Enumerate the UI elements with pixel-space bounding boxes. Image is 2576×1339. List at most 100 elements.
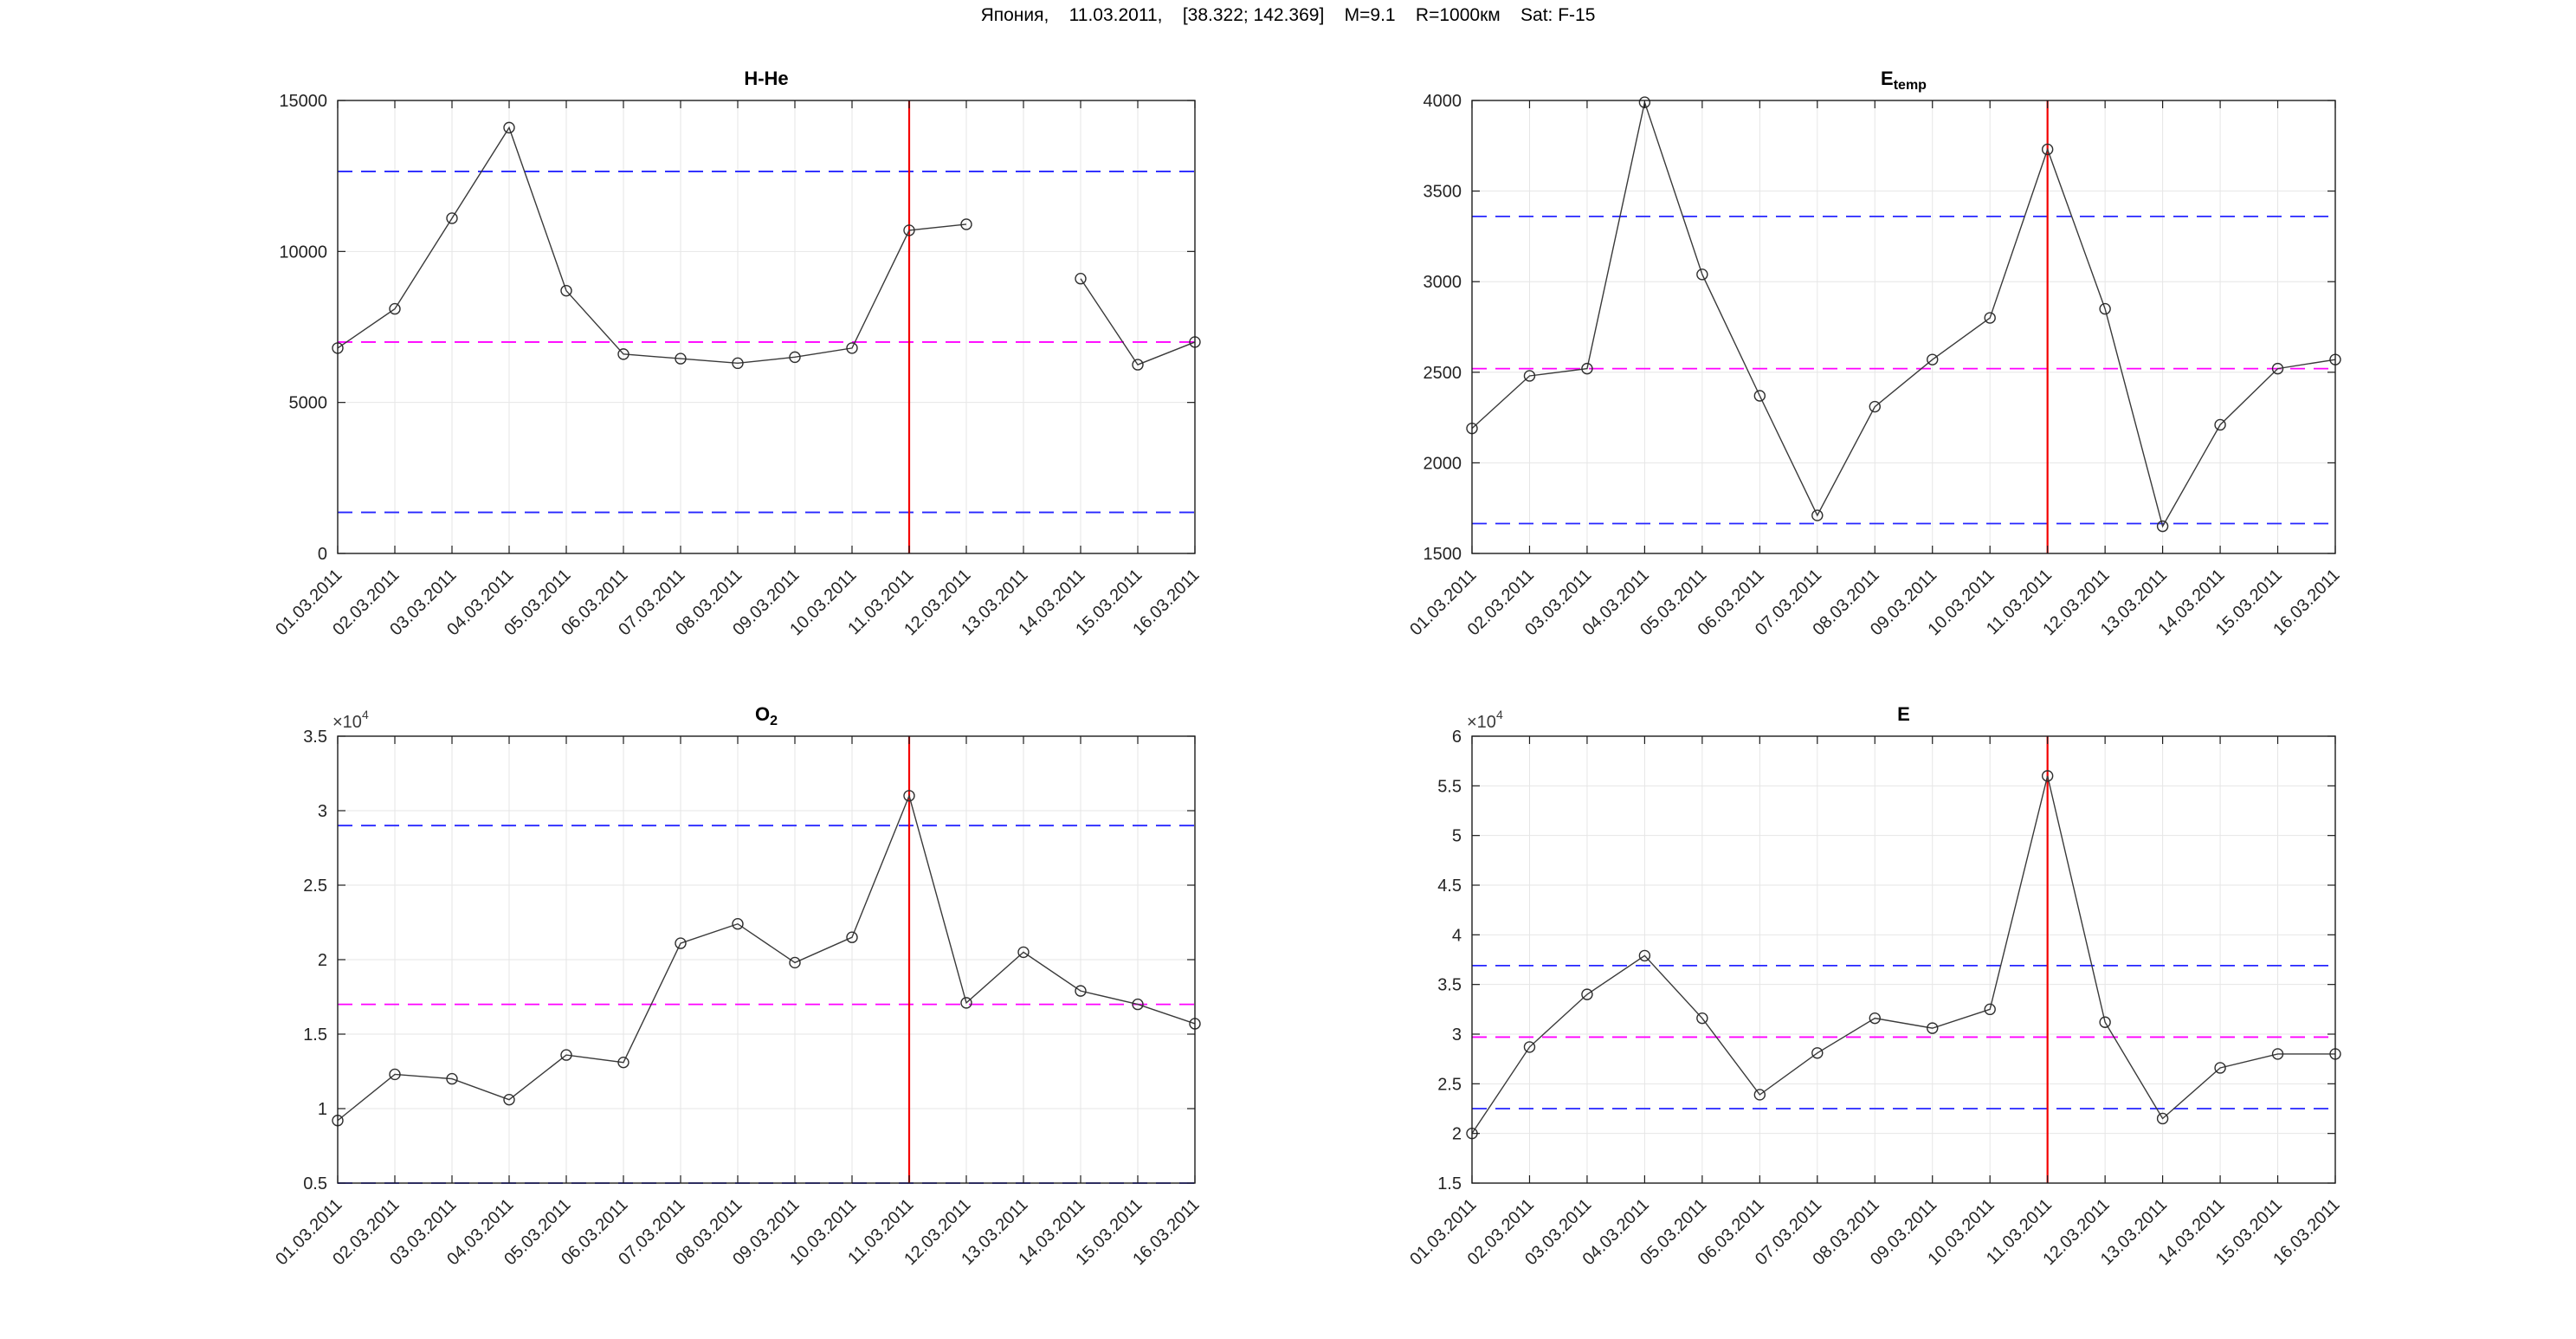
plot-title: O2 xyxy=(755,703,778,728)
y-tick-label: 10000 xyxy=(279,243,327,262)
data-point-marker xyxy=(903,224,915,236)
data-point-marker xyxy=(2271,1048,2284,1060)
y-tick-label: 3500 xyxy=(1424,183,1462,202)
plot-title: H-He xyxy=(744,68,788,89)
y-tick-label: 5.5 xyxy=(1437,777,1462,796)
data-point-marker xyxy=(446,1072,458,1085)
plot-title-sub: temp xyxy=(1894,78,1927,93)
data-point-marker xyxy=(1984,312,1996,324)
data-point-marker xyxy=(789,351,801,364)
y-tick-label: 1500 xyxy=(1424,545,1462,564)
data-line xyxy=(1471,100,2336,528)
y-tick-labels: 0.5 1 1.5 2 2.5 3 3.5 xyxy=(303,728,327,1193)
data-series xyxy=(332,121,1201,371)
axis-ticks xyxy=(1471,100,2336,554)
y-tick-label: 2.5 xyxy=(1437,1075,1462,1094)
data-point-marker xyxy=(1811,1047,1824,1059)
data-point-marker xyxy=(2156,1112,2169,1125)
y-tick-label: 1.5 xyxy=(303,1025,327,1045)
x-tick-labels: 01.03.201102.03.201103.03.201104.03.2011… xyxy=(1406,566,2343,639)
y-tick-label: 2.5 xyxy=(303,876,327,896)
data-point-marker xyxy=(560,284,572,297)
figure-title: Япония, 11.03.2011, [38.322; 142.369] M=… xyxy=(980,5,1596,25)
y-tick-label: 1.5 xyxy=(1437,1174,1462,1193)
data-point-marker xyxy=(2041,143,2054,156)
data-point-marker xyxy=(903,790,915,802)
axes-box xyxy=(1471,735,2336,1184)
y-tick-label: 4 xyxy=(1452,926,1462,945)
y-tick-label: 3 xyxy=(318,802,327,821)
plot-title: Etemp xyxy=(1881,68,1927,93)
data-point-marker xyxy=(1075,273,1087,285)
data-line xyxy=(1080,278,1196,365)
y-tick-label: 0.5 xyxy=(303,1174,327,1193)
data-point-marker xyxy=(1753,390,1766,402)
exponent-prefix: ×10 xyxy=(332,713,362,732)
data-line xyxy=(337,793,1196,1122)
data-point-marker xyxy=(2099,302,2111,315)
data-point-marker xyxy=(846,931,858,943)
data-point-marker xyxy=(846,342,858,354)
data-point-marker xyxy=(389,1068,401,1081)
data-point-marker xyxy=(446,212,458,224)
data-point-marker xyxy=(1869,1012,1881,1025)
plot-h-he: 0 5000 10000 15000 01.03.201102.03.201103.03… xyxy=(272,68,1203,639)
data-point-marker xyxy=(617,1056,629,1069)
data-point-marker xyxy=(1523,1041,1536,1053)
data-point-marker xyxy=(2041,770,2054,782)
plot-title-sub: 2 xyxy=(770,714,778,728)
data-point-marker xyxy=(2271,362,2284,375)
axis-ticks xyxy=(1471,735,2336,1184)
y-tick-label: 2 xyxy=(318,951,327,970)
exponent-power: 4 xyxy=(1496,708,1503,721)
data-point-marker xyxy=(1581,988,1593,1000)
exponent-power: 4 xyxy=(362,708,369,721)
x-tick-labels: 01.03.201102.03.201103.03.201104.03.2011… xyxy=(272,566,1203,639)
data-series xyxy=(1466,96,2341,533)
data-point-marker xyxy=(1811,509,1824,521)
y-tick-label: 3000 xyxy=(1424,273,1462,292)
data-point-marker xyxy=(675,937,687,949)
y-tick-label: 3 xyxy=(1452,1025,1462,1045)
data-point-marker xyxy=(2214,418,2226,431)
data-point-marker xyxy=(1017,946,1030,959)
data-point-marker xyxy=(1696,1012,1708,1025)
plot-title-main: E xyxy=(1881,68,1894,89)
data-point-marker xyxy=(1927,1022,1939,1034)
data-line xyxy=(1471,775,2335,1135)
data-point-marker xyxy=(2156,520,2169,533)
data-point-marker xyxy=(503,1093,515,1106)
y-tick-labels: 0 5000 10000 15000 xyxy=(279,92,327,564)
y-tick-label: 4.5 xyxy=(1437,876,1462,896)
axes-box xyxy=(337,100,1196,554)
plot-e-temp: 1500 2000 2500 3000 3500 4000 01.03.201102.03.… xyxy=(1406,68,2343,639)
data-series xyxy=(1466,770,2341,1140)
y-tick-labels: 1500 2000 2500 3000 3500 4000 xyxy=(1424,92,1462,564)
y-axis-exponent: ×104 xyxy=(1467,708,1503,732)
plot-title: E xyxy=(1897,703,1910,725)
plot-title-main: H-He xyxy=(744,68,788,89)
plot-e: 1.5 2 2.5 3 3.5 4 4.5 5 5.5 6 01.03.201102.03.2011… xyxy=(1406,703,2343,1269)
data-point-marker xyxy=(789,956,801,969)
axis-ticks xyxy=(337,100,1196,554)
data-point-marker xyxy=(2099,1016,2111,1028)
y-tick-label: 2500 xyxy=(1424,364,1462,383)
data-point-marker xyxy=(1638,949,1651,962)
data-point-marker xyxy=(1696,268,1708,281)
y-tick-label: 4000 xyxy=(1424,92,1462,111)
y-tick-label: 2000 xyxy=(1424,454,1462,473)
x-tick-labels: 01.03.201102.03.201103.03.201104.03.2011… xyxy=(1406,1195,2343,1269)
data-point-marker xyxy=(1927,353,1939,365)
axis-ticks xyxy=(337,735,1196,1184)
y-axis-exponent: ×104 xyxy=(332,708,369,732)
exponent-prefix: ×10 xyxy=(1467,713,1496,732)
grid xyxy=(1471,735,2336,1184)
data-point-marker xyxy=(960,218,972,230)
data-point-marker xyxy=(1075,985,1087,997)
plot-o2: 0.5 1 1.5 2 2.5 3 3.5 01.03.201102.03.201103.03… xyxy=(272,703,1203,1269)
y-tick-label: 5000 xyxy=(289,394,328,413)
x-tick-labels: 01.03.201102.03.201103.03.201104.03.2011… xyxy=(272,1195,1203,1269)
data-point-marker xyxy=(503,121,515,134)
axes-box xyxy=(1471,100,2336,554)
plot-title-main: O xyxy=(755,703,770,725)
